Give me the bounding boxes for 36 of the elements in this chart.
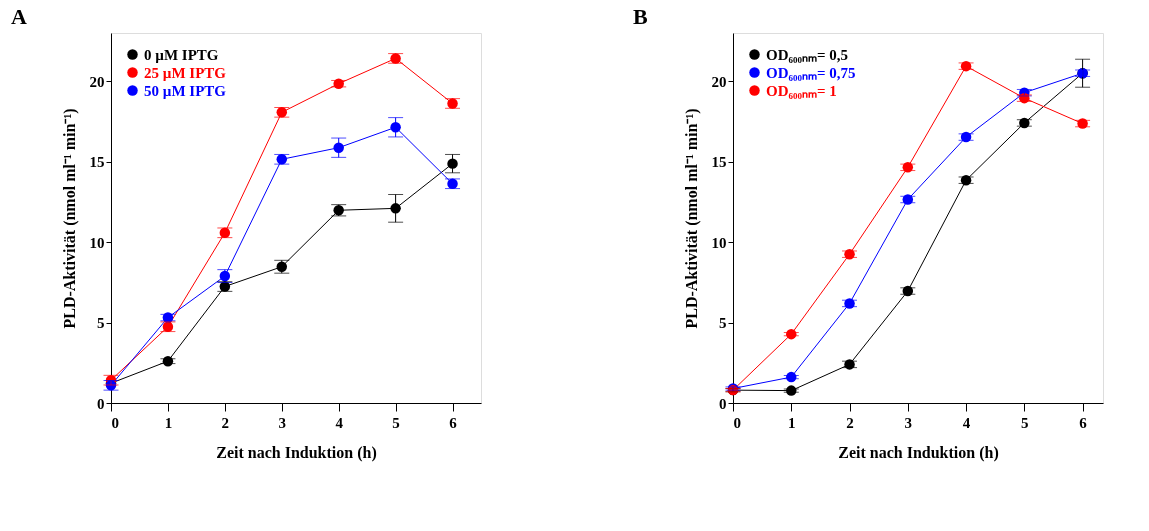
x-tick-label: 1 bbox=[164, 414, 173, 431]
chart-title: A bbox=[11, 4, 27, 29]
y-axis-title: PLD-Aktivität (nmol ml⁻¹ min⁻¹) bbox=[682, 108, 701, 329]
x-tick-label: 3 bbox=[904, 414, 913, 431]
x-tick-label: 3 bbox=[278, 414, 287, 431]
legend-label: 25 µM IPTG bbox=[144, 64, 227, 81]
x-tick-label: 4 bbox=[962, 414, 971, 431]
x-tick-label: 4 bbox=[335, 414, 344, 431]
x-axis-title: Zeit nach Induktion (h) bbox=[216, 443, 377, 462]
x-tick-label: 1 bbox=[788, 414, 796, 431]
y-tick-label: 10 bbox=[89, 234, 105, 251]
legend-label: OD₆₀₀ₙₘ= 0,5 bbox=[766, 46, 849, 63]
x-tick-label: 0 bbox=[111, 414, 119, 431]
x-axis-title: Zeit nach Induktion (h) bbox=[838, 443, 999, 462]
x-tick-label: 5 bbox=[1021, 414, 1029, 431]
x-tick-label: 6 bbox=[449, 414, 458, 431]
legend-label: 0 µM IPTG bbox=[144, 46, 219, 63]
legend-label: OD₆₀₀ₙₘ= 0,75 bbox=[766, 64, 856, 81]
x-tick-label: 5 bbox=[392, 414, 400, 431]
y-tick-label: 20 bbox=[89, 73, 105, 90]
y-tick-label: 0 bbox=[719, 395, 727, 412]
legend-label: 50 µM IPTG bbox=[144, 82, 227, 99]
chart-title: B bbox=[633, 4, 648, 29]
y-tick-label: 15 bbox=[89, 154, 105, 171]
y-tick-label: 5 bbox=[97, 315, 105, 332]
x-tick-label: 6 bbox=[1079, 414, 1088, 431]
y-tick-label: 0 bbox=[97, 395, 105, 412]
y-tick-label: 5 bbox=[719, 315, 727, 332]
x-tick-label: 0 bbox=[733, 414, 741, 431]
y-tick-label: 15 bbox=[711, 154, 727, 171]
y-tick-label: 10 bbox=[711, 234, 727, 251]
x-tick-label: 2 bbox=[221, 414, 230, 431]
x-tick-label: 2 bbox=[846, 414, 854, 431]
y-axis-title: PLD-Aktivität (nmol ml⁻¹ min⁻¹) bbox=[60, 108, 79, 329]
legend-label: OD₆₀₀ₙₘ= 1 bbox=[766, 82, 837, 99]
y-tick-label: 20 bbox=[711, 73, 727, 90]
